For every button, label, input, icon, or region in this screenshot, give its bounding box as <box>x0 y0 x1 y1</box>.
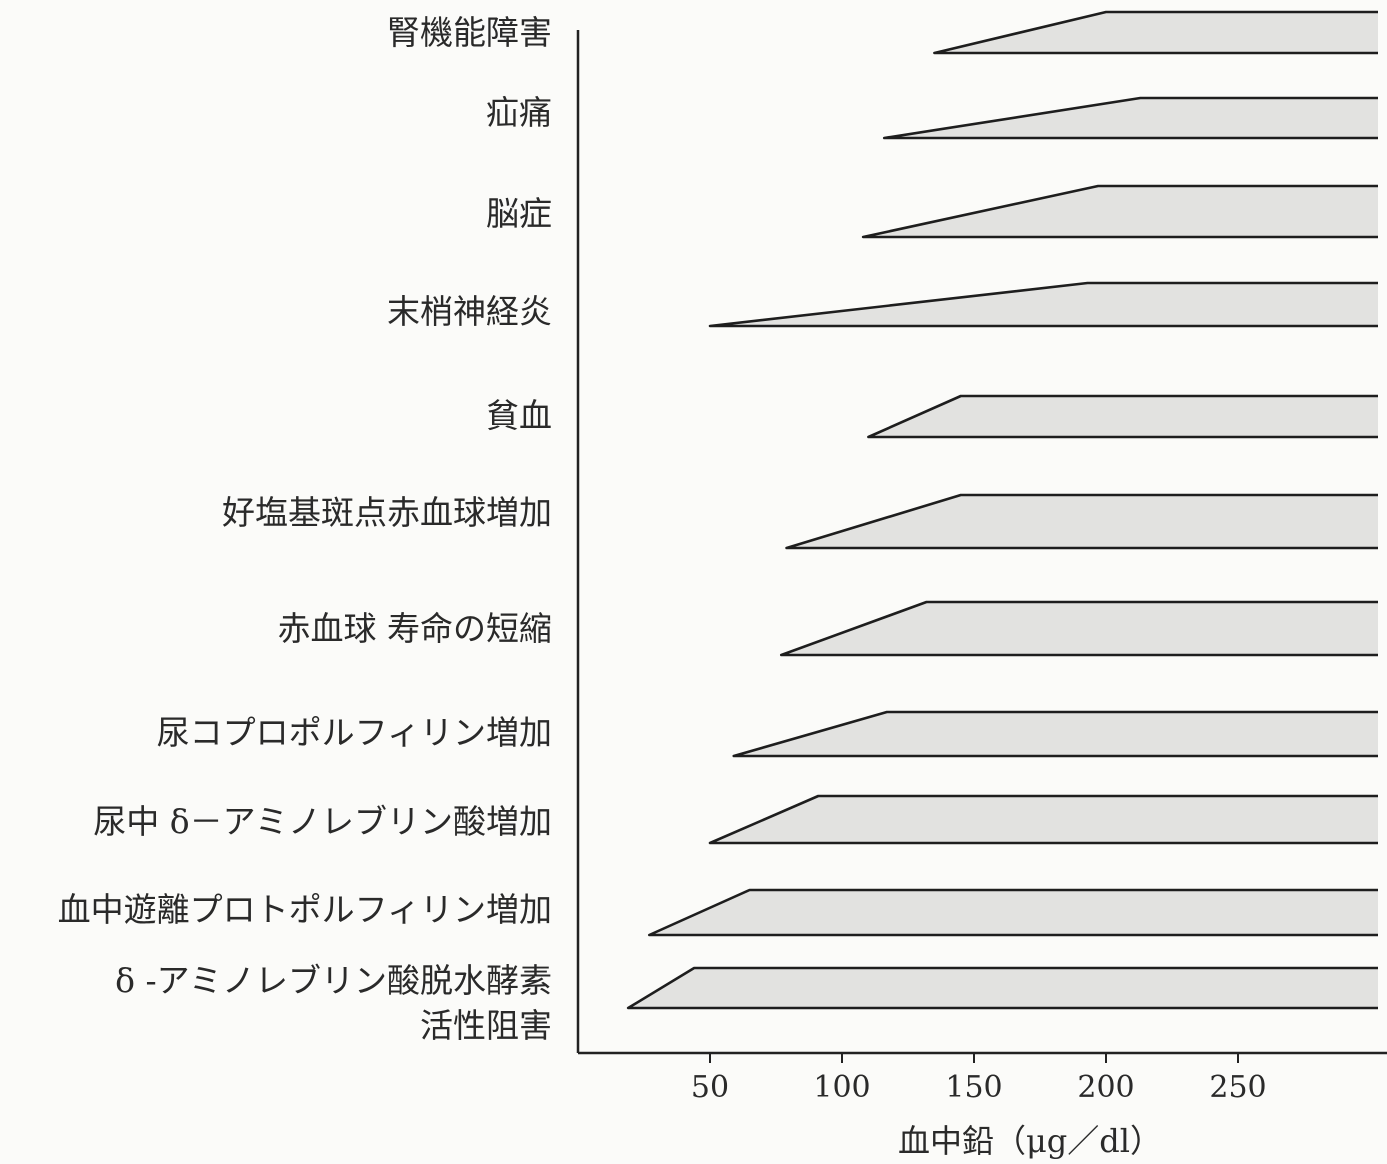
category-label-11-line-2: 活性阻害 <box>420 1006 552 1045</box>
category-label-11-line-1: δ -アミノレブリン酸脱水酵素 <box>115 961 552 1000</box>
category-label-2: 疝痛 <box>486 93 552 132</box>
band-6 <box>785 493 1378 550</box>
category-label-4: 末梢神経炎 <box>387 292 552 331</box>
x-axis-label: 血中鉛（μg／dl） <box>898 1122 1162 1160</box>
band-1 <box>933 10 1378 55</box>
band-7 <box>779 600 1378 657</box>
band-4 <box>708 281 1378 328</box>
band-5 <box>867 394 1378 439</box>
band-2 <box>882 96 1378 140</box>
category-label-6: 好塩基斑点赤血球増加 <box>222 493 552 532</box>
category-label-1: 腎機能障害 <box>387 13 552 52</box>
x-tick-label-200: 200 <box>1077 1070 1134 1105</box>
band-8 <box>732 710 1378 758</box>
x-tick-label-100: 100 <box>813 1070 870 1105</box>
band-9 <box>708 794 1378 845</box>
category-label-8: 尿コプロポルフィリン増加 <box>157 713 552 752</box>
bands-layer <box>626 10 1378 1010</box>
x-ticks-layer: 50 100 150 200 250 <box>691 1053 1267 1105</box>
band-10 <box>647 888 1378 937</box>
band-11 <box>626 966 1378 1010</box>
category-label-9: 尿中 δ－アミノレブリン酸増加 <box>93 802 552 841</box>
category-label-10: 血中遊離プロトポルフィリン増加 <box>58 890 552 929</box>
x-tick-label-250: 250 <box>1209 1070 1266 1105</box>
category-label-5: 貧血 <box>486 396 552 435</box>
x-tick-label-50: 50 <box>691 1070 729 1105</box>
category-label-7: 赤血球 寿命の短縮 <box>278 609 553 648</box>
x-tick-label-150: 150 <box>945 1070 1002 1105</box>
band-3 <box>861 184 1378 239</box>
category-label-3: 脳症 <box>486 194 552 233</box>
